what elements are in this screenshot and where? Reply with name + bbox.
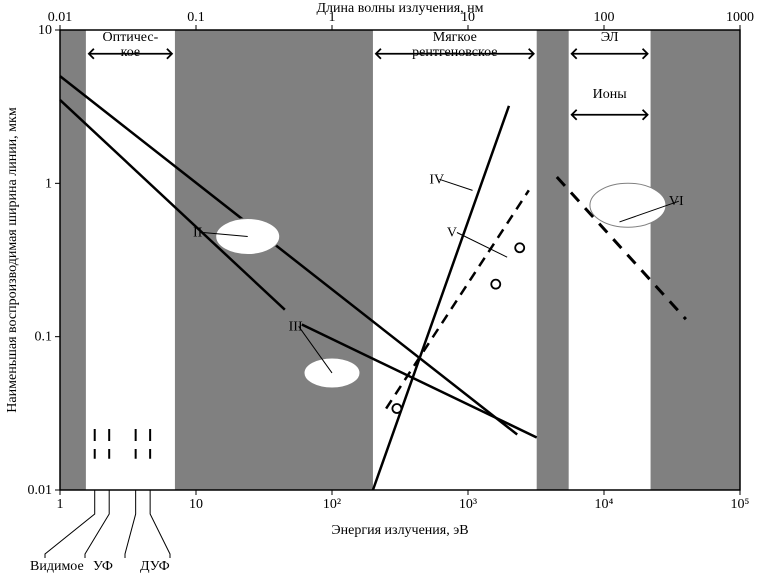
data-marker bbox=[515, 243, 524, 252]
band-label: кое bbox=[121, 45, 140, 60]
y-tick-label: 10 bbox=[38, 23, 52, 38]
y-tick-label: 0.01 bbox=[28, 483, 53, 498]
y-axis-label: Наименьшая воспроизводимая ширина линии,… bbox=[5, 107, 20, 413]
xbot-tick-label: 10⁴ bbox=[595, 497, 614, 512]
xbot-tick-label: 1 bbox=[57, 497, 64, 512]
footer-label: Видимое bbox=[30, 559, 84, 574]
y-tick-label: 1 bbox=[45, 176, 52, 191]
x-top-axis-label: Длина волны излучения, нм bbox=[317, 1, 484, 16]
data-marker bbox=[491, 280, 500, 289]
xbot-tick-label: 10⁵ bbox=[731, 497, 750, 512]
data-marker bbox=[392, 404, 401, 413]
annotation-label: V bbox=[447, 226, 457, 241]
annotation-label: II bbox=[193, 226, 203, 241]
xtop-tick-label: 0.1 bbox=[187, 10, 205, 25]
trend-line bbox=[373, 106, 509, 490]
region-ellipse bbox=[590, 183, 666, 227]
x-bottom-axis-label: Энергия излучения, эВ bbox=[331, 523, 468, 538]
footer-label: УФ bbox=[93, 559, 113, 574]
band-label: Оптичес- bbox=[103, 30, 159, 45]
footer-leader bbox=[150, 490, 170, 558]
shaded-band bbox=[60, 30, 86, 490]
annotation-label: VI bbox=[669, 194, 684, 209]
footer-leader bbox=[85, 490, 109, 558]
y-tick-label: 0.1 bbox=[35, 330, 53, 345]
xbot-tick-label: 10² bbox=[323, 497, 341, 512]
band-label: Мягкое bbox=[433, 30, 477, 45]
shaded-band bbox=[651, 30, 740, 490]
chart-svg: 0.01 0.1 1 10 100 1000 Длина волны излучения, … bbox=[0, 0, 758, 582]
shaded-band bbox=[537, 30, 569, 490]
band-label: Ионы bbox=[593, 87, 628, 102]
plot-frame bbox=[60, 30, 740, 490]
annotation-label: IV bbox=[429, 172, 444, 187]
footer-leader bbox=[125, 490, 136, 558]
band-label: рентгеновское bbox=[412, 45, 497, 60]
annotation-label: III bbox=[289, 319, 303, 334]
region-ellipse bbox=[216, 219, 280, 255]
xtop-tick-label: 100 bbox=[594, 10, 615, 25]
trend-line bbox=[386, 190, 529, 408]
annotation-leader bbox=[439, 179, 472, 190]
shaded-band bbox=[175, 30, 373, 490]
band-label: ЭЛ bbox=[601, 30, 619, 45]
footer-leader bbox=[45, 490, 95, 558]
xtop-tick-label: 1000 bbox=[726, 10, 754, 25]
xbot-tick-label: 10 bbox=[189, 497, 203, 512]
xbot-tick-label: 10³ bbox=[459, 497, 477, 512]
footer-label: ДУФ bbox=[140, 559, 170, 574]
